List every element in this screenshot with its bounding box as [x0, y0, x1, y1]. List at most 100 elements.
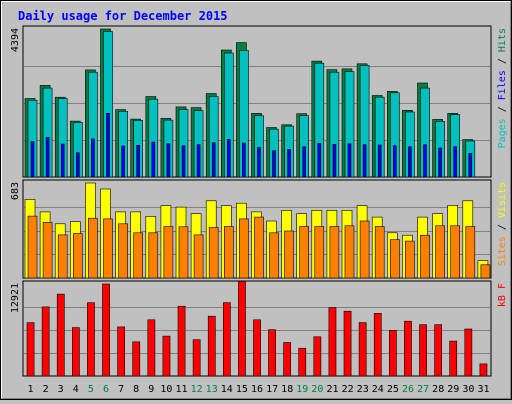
x-axis-day-labels: 1 2 3 4 5 6 7 8 9 10 11 12 13 14 15 16 17 18 19 20 21 22 23 24 2… — [27, 384, 489, 395]
bar-sites-day-16 — [254, 216, 264, 279]
day-label-19: 19 — [296, 384, 308, 395]
day-label-1: 1 — [27, 384, 33, 395]
bar-sites-day-31 — [480, 264, 491, 279]
day-label-12: 12 — [191, 384, 203, 395]
bar-pages-day-17 — [272, 150, 276, 178]
panel-mid-legend: Sites / Visits — [497, 182, 508, 266]
bar-sites-day-27 — [420, 234, 430, 279]
bar-pages-day-4 — [76, 152, 80, 178]
bar-kb-f-day-28 — [434, 324, 442, 377]
bar-pages-day-29 — [453, 146, 458, 178]
bar-pages-day-12 — [196, 144, 201, 178]
legend-part-1: / — [497, 100, 508, 118]
bar-pages-day-26 — [408, 146, 412, 178]
bar-kb-f-day-13 — [207, 315, 216, 377]
series-pages — [30, 113, 473, 178]
bar-pages-day-21 — [332, 144, 337, 178]
day-label-8: 8 — [133, 384, 139, 395]
day-label-30: 30 — [462, 384, 474, 395]
bar-sites-day-26 — [405, 240, 415, 279]
bar-kb-f-day-19 — [298, 347, 307, 377]
bar-pages-day-9 — [151, 141, 156, 178]
bar-sites-day-22 — [344, 225, 355, 279]
bar-kb-f-day-11 — [177, 305, 186, 377]
bar-sites-day-4 — [73, 233, 83, 279]
day-label-13: 13 — [206, 384, 218, 395]
bar-pages-day-10 — [166, 143, 171, 178]
day-label-26: 26 — [402, 384, 414, 395]
panel-top-legend: Pages / Files / Hits — [497, 28, 508, 148]
chart-title: Daily usage for December 2015 — [18, 9, 228, 23]
bar-kb-f-day-29 — [449, 340, 458, 377]
bar-sites-day-13 — [208, 227, 219, 279]
bar-pages-day-16 — [257, 147, 261, 178]
bar-sites-day-10 — [163, 226, 174, 279]
bar-sites-day-25 — [389, 239, 400, 279]
bar-pages-day-20 — [317, 143, 322, 178]
bar-kb-f-day-4 — [72, 327, 80, 377]
legend-part-1: / — [497, 218, 508, 236]
bar-sites-day-5 — [88, 217, 98, 279]
series-kb-f — [26, 280, 488, 377]
day-label-18: 18 — [281, 384, 293, 395]
bar-pages-day-19 — [302, 146, 307, 178]
bar-sites-day-17 — [269, 232, 279, 279]
bar-sites-day-1 — [27, 215, 38, 279]
day-label-27: 27 — [417, 384, 429, 395]
bar-sites-day-14 — [224, 226, 234, 279]
legend-part-0: kB F — [497, 283, 508, 307]
bar-sites-day-24 — [374, 226, 385, 279]
bar-kb-f-day-10 — [162, 335, 171, 377]
bar-sites-day-8 — [133, 232, 143, 279]
day-label-20: 20 — [311, 384, 323, 395]
bar-kb-f-day-20 — [313, 336, 322, 377]
day-label-14: 14 — [221, 384, 233, 395]
bar-kb-f-day-2 — [41, 306, 50, 377]
bar-kb-f-day-27 — [419, 324, 427, 377]
day-label-29: 29 — [447, 384, 459, 395]
day-label-21: 21 — [326, 384, 338, 395]
day-label-25: 25 — [387, 384, 399, 395]
bar-kb-f-day-21 — [328, 307, 337, 377]
panel-bot-legend: kB F — [497, 283, 508, 307]
bar-sites-day-9 — [148, 232, 159, 279]
bar-sites-day-18 — [284, 230, 294, 279]
bar-pages-day-7 — [121, 145, 125, 178]
bar-kb-f-day-8 — [132, 341, 141, 377]
bar-kb-f-day-30 — [464, 328, 473, 377]
bar-pages-day-3 — [60, 143, 65, 178]
day-label-16: 16 — [251, 384, 263, 395]
bar-pages-day-14 — [227, 139, 231, 178]
bar-pages-day-1 — [30, 141, 35, 178]
bar-pages-day-11 — [181, 145, 186, 178]
bar-pages-day-2 — [45, 137, 50, 178]
day-label-6: 6 — [103, 384, 109, 395]
day-label-9: 9 — [148, 384, 154, 395]
bar-kb-f-day-1 — [26, 322, 35, 377]
bar-pages-day-30 — [468, 153, 473, 178]
panel-top-max-label: 4394 — [10, 28, 21, 52]
panel-mid: 683 Sites / Visits — [10, 179, 508, 279]
bar-kb-f-day-18 — [283, 342, 291, 377]
bar-sites-day-23 — [359, 220, 370, 279]
bar-pages-day-5 — [91, 138, 95, 178]
bar-kb-f-day-23 — [358, 322, 367, 377]
legend-part-4: Hits — [497, 28, 508, 52]
bar-pages-day-22 — [347, 143, 352, 178]
day-label-24: 24 — [372, 384, 384, 395]
bar-pages-day-27 — [423, 144, 427, 178]
day-label-11: 11 — [175, 384, 187, 395]
bar-sites-day-20 — [314, 226, 325, 279]
day-label-4: 4 — [73, 384, 79, 395]
panel-bot: 12921 kB F — [10, 280, 508, 377]
panel-bot-max-label: 12921 — [10, 283, 21, 313]
bar-sites-day-19 — [299, 226, 310, 279]
day-label-23: 23 — [357, 384, 369, 395]
series-sites — [27, 215, 491, 279]
bar-kb-f-day-17 — [268, 329, 276, 377]
legend-part-2: Files — [497, 70, 508, 100]
